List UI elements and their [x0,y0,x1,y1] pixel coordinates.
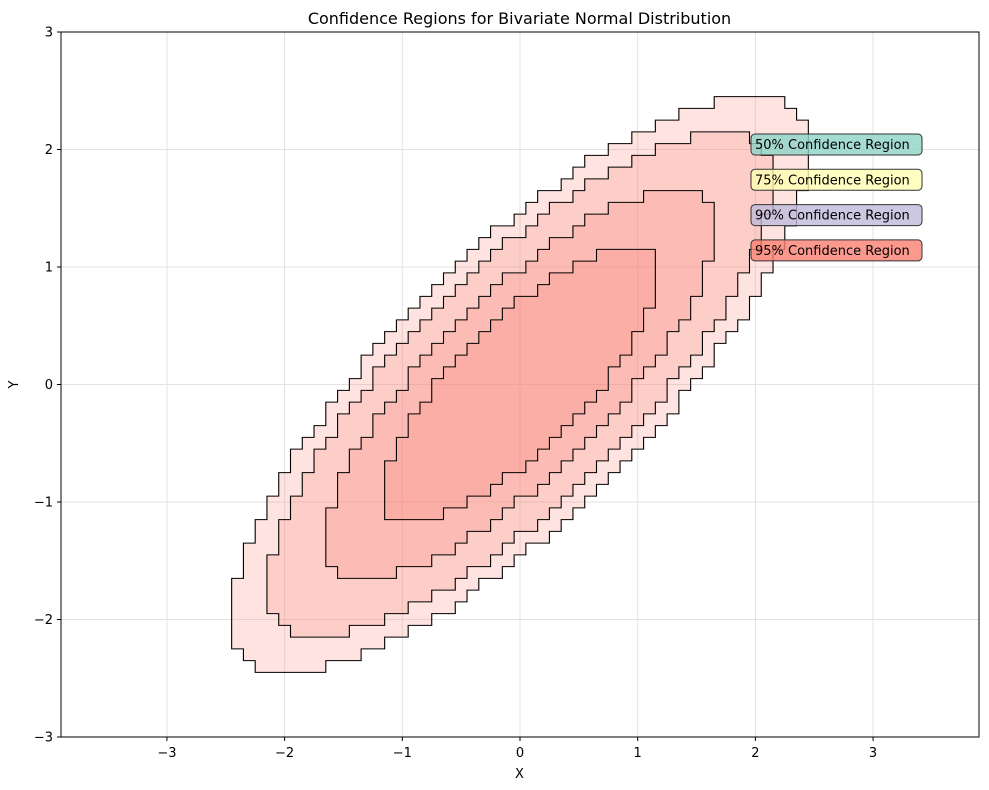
legend-label-1: 75% Confidence Region [755,173,910,188]
legend-box-1 [750,168,923,191]
legend-box-3 [750,239,923,262]
legend-item-3: 95% Confidence Region [750,239,923,262]
legend-item-2: 90% Confidence Region [750,204,923,227]
legend-item-1: 75% Confidence Region [750,168,923,191]
x-tick-label-6: 3 [869,746,877,761]
legend-box-0 [750,133,923,156]
y-axis-ticks: −3 −2 −1 0 1 2 3 [34,26,61,746]
x-tick-label-4: 1 [634,746,642,761]
legend-box-2 [750,204,923,227]
chart-title: Confidence Regions for Bivariate Normal … [308,9,731,28]
legend-label-2: 90% Confidence Region [755,209,910,224]
x-axis-label: X [515,767,524,782]
legend-item-0: 50% Confidence Region [750,133,923,156]
region-75 [325,190,715,579]
y-tick-label-2: −1 [34,496,53,511]
y-tick-label-5: 2 [45,143,53,158]
y-tick-label-0: −3 [34,731,53,746]
y-tick-label-1: −2 [34,613,53,628]
y-axis-label: Y [7,380,22,389]
region-95 [231,96,809,673]
x-tick-label-0: −3 [157,746,176,761]
x-tick-label-3: 0 [516,746,524,761]
y-tick-label-4: 1 [45,261,53,276]
legend-label-3: 95% Confidence Region [755,244,910,259]
y-tick-label-6: 3 [45,26,53,41]
legend-label-0: 50% Confidence Region [755,138,910,153]
x-axis-ticks: −3 −2 −1 0 1 2 3 [157,737,877,761]
confidence-regions [231,96,809,673]
region-50 [384,248,656,521]
legend: 50% Confidence Region 75% Confidence Regi… [750,133,923,262]
x-tick-label-2: −1 [393,746,412,761]
y-tick-label-3: 0 [45,378,53,393]
x-tick-label-1: −2 [275,746,294,761]
x-tick-label-5: 2 [751,746,759,761]
